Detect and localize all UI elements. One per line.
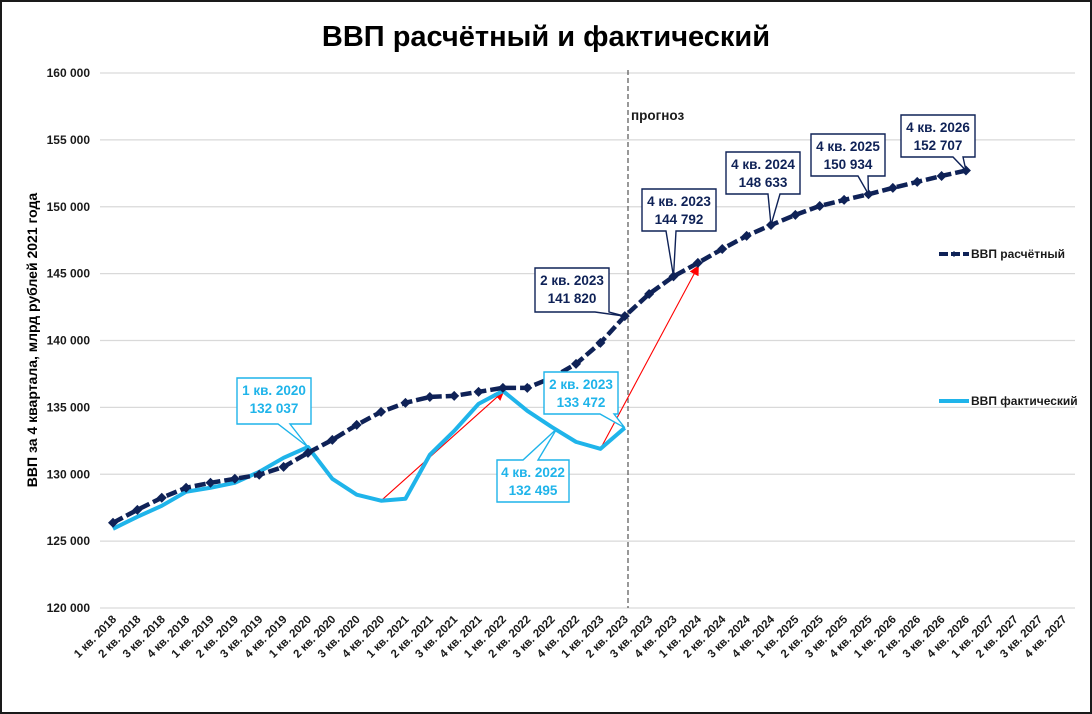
series-actual-line — [112, 388, 627, 531]
diamond-marker — [814, 200, 825, 211]
trend-arrow — [380, 390, 505, 502]
legend-calculated-label: ВВП расчётный — [971, 247, 1065, 261]
diamond-marker — [376, 406, 387, 417]
diamond-marker — [278, 461, 289, 472]
diamond-marker — [717, 244, 728, 255]
callout-value: 132 037 — [250, 401, 299, 416]
diamond-marker — [522, 382, 533, 393]
diamond-marker — [571, 358, 582, 369]
callout-value: 141 820 — [548, 291, 597, 306]
callout-value: 132 495 — [509, 483, 558, 498]
diamond-marker — [497, 382, 508, 393]
diamond-marker — [912, 176, 923, 187]
callout-box — [236, 377, 312, 448]
callout-period: 1 кв. 2020 — [242, 383, 306, 398]
legend: ВВП расчётный ВВП фактический — [939, 247, 1078, 408]
callout-value: 144 792 — [655, 212, 704, 227]
chart-title: ВВП расчётный и фактический — [322, 21, 770, 53]
series-lines — [108, 165, 971, 531]
diamond-marker — [181, 482, 192, 493]
callout-value: 152 707 — [914, 138, 963, 153]
callout-box — [900, 114, 976, 173]
callouts: 1 кв. 2020 132 037 4 кв. 2022 132 495 2 кв. … — [236, 114, 976, 503]
diamond-marker — [327, 434, 338, 445]
diamond-marker — [741, 230, 752, 241]
y-tick-label: 120 000 — [47, 601, 91, 615]
diamond-marker — [449, 390, 460, 401]
diamond-marker — [156, 492, 167, 503]
callout-period: 4 кв. 2024 — [731, 157, 795, 172]
y-tick-label: 150 000 — [47, 200, 91, 214]
callout-box — [641, 188, 717, 277]
callout-box — [810, 133, 886, 195]
diamond-marker — [400, 397, 411, 408]
y-tick-label: 135 000 — [47, 400, 91, 414]
y-tick-label: 130 000 — [47, 467, 91, 481]
diamond-marker — [254, 469, 265, 480]
callout-box — [725, 151, 801, 226]
callout-period: 4 кв. 2023 — [647, 194, 711, 209]
callout-period: 2 кв. 2023 — [540, 273, 604, 288]
callout-period: 4 кв. 2026 — [906, 120, 970, 135]
diamond-marker — [595, 337, 606, 348]
callout-period: 2 кв. 2023 — [549, 377, 613, 392]
diamond-marker — [424, 391, 435, 402]
y-tick-label: 140 000 — [47, 334, 91, 348]
forecast-label: прогноз — [631, 108, 684, 123]
callout-box — [534, 267, 625, 317]
legend-actual-label: ВВП фактический — [971, 394, 1078, 408]
diamond-marker — [229, 473, 240, 484]
diamond-marker — [302, 447, 313, 458]
y-axis-ticks: 120 000 125 000 130 000 135 000 140 000 145 0… — [47, 66, 91, 615]
diamond-marker — [790, 209, 801, 220]
diamond-marker — [839, 194, 850, 205]
y-tick-label: 125 000 — [47, 534, 91, 548]
diamond-marker — [936, 170, 947, 181]
diamond-marker — [692, 257, 703, 268]
callout-period: 4 кв. 2025 — [816, 139, 880, 154]
callout-value: 150 934 — [824, 157, 873, 172]
y-tick-label: 145 000 — [47, 267, 91, 281]
diamond-marker — [132, 504, 143, 515]
callout-value: 148 633 — [739, 175, 788, 190]
diamond-marker — [205, 477, 216, 488]
y-axis-label: ВВП за 4 квартала, млрд рублей 2021 года — [24, 193, 40, 488]
callout-value: 133 472 — [557, 395, 606, 410]
callout-period: 4 кв. 2022 — [501, 465, 565, 480]
y-tick-label: 160 000 — [47, 66, 91, 80]
callout-box — [496, 428, 570, 503]
diamond-marker — [473, 386, 484, 397]
diamond-marker — [887, 182, 898, 193]
diamond-marker — [644, 288, 655, 299]
y-tick-label: 155 000 — [47, 133, 91, 147]
callout-box — [543, 371, 626, 429]
diamond-marker — [351, 419, 362, 430]
diamond-marker — [108, 517, 118, 528]
